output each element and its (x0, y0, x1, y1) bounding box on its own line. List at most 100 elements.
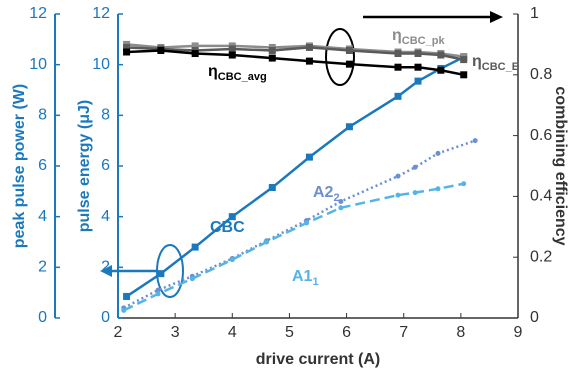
marker (264, 239, 270, 245)
y-tick-label: 4 (38, 208, 47, 225)
series-label: ηCBC_pk (392, 27, 445, 47)
ellipse (325, 28, 355, 86)
series-name: A1 (292, 268, 313, 285)
x-tick-label: 9 (514, 324, 523, 341)
series-name: η (208, 63, 218, 80)
marker (394, 63, 402, 71)
marker (268, 46, 276, 54)
marker (412, 164, 418, 170)
series-subscript: CBC_avg (218, 71, 267, 83)
marker (460, 56, 468, 64)
marker (189, 276, 195, 282)
y-tick-label: 12 (92, 5, 110, 22)
marker (305, 57, 313, 65)
arrow-head (490, 11, 503, 23)
marker (345, 60, 353, 68)
marker (121, 307, 127, 313)
marker (228, 213, 236, 221)
marker (191, 42, 199, 50)
y-axis-label: peak pulse power (W) (11, 84, 28, 248)
marker (338, 198, 344, 204)
series-line (126, 46, 464, 61)
marker (157, 270, 165, 278)
marker (228, 51, 236, 59)
marker (157, 46, 165, 54)
y2-tick-label: 1 (530, 5, 539, 22)
marker (437, 66, 445, 74)
series-name: CBC (210, 219, 245, 236)
y2-tick-label: 0.8 (530, 66, 552, 83)
x-tick-label: 7 (399, 324, 408, 341)
marker (435, 186, 441, 192)
marker (345, 123, 353, 131)
series-subscript: 1 (312, 276, 318, 288)
y-tick-label: 0 (101, 309, 110, 326)
x-tick-label: 4 (228, 324, 237, 341)
y-tick-label: 8 (101, 107, 110, 124)
y-tick-label: 2 (101, 259, 110, 276)
series-label: ηCBC_avg (208, 63, 267, 83)
marker (394, 92, 402, 100)
marker (412, 190, 418, 196)
y2-tick-label: 0.6 (530, 127, 552, 144)
marker (268, 54, 276, 62)
y-tick-label: 10 (29, 56, 47, 73)
y-tick-label: 6 (101, 157, 110, 174)
series-subscript: CBC_pk (402, 35, 446, 47)
marker (304, 220, 310, 226)
series-label: A11 (292, 268, 319, 288)
y2-tick-label: 0 (530, 309, 539, 326)
series-label: CBC (210, 219, 245, 236)
marker (414, 50, 422, 58)
marker (437, 51, 445, 59)
marker (461, 181, 467, 187)
marker (228, 45, 236, 53)
y-tick-label: 2 (38, 259, 47, 276)
series-name: η (472, 53, 482, 70)
series-label: A22 (313, 184, 340, 204)
y-tick-label: 4 (101, 208, 110, 225)
y-tick-label: 10 (92, 56, 110, 73)
marker (268, 184, 276, 192)
marker (305, 153, 313, 161)
marker (123, 43, 131, 51)
y-tick-label: 6 (38, 157, 47, 174)
marker (395, 173, 401, 179)
x-axis-label: drive current (A) (256, 351, 380, 368)
x-tick-label: 6 (342, 324, 351, 341)
marker (338, 205, 344, 211)
marker (435, 150, 441, 156)
marker (191, 50, 199, 58)
y2-axis-label: combining efficiency (552, 86, 569, 245)
y2-tick-label: 0.4 (530, 188, 552, 205)
y-axis-label: pulse energy (μJ) (76, 100, 93, 233)
arrow-head (100, 265, 112, 277)
marker (155, 291, 161, 297)
series-subscript: 2 (333, 192, 339, 204)
y2-tick-label: 0.2 (530, 248, 552, 265)
marker (472, 138, 478, 144)
marker (123, 292, 131, 300)
marker (155, 287, 161, 293)
x-tick-label: 2 (114, 324, 123, 341)
marker (229, 257, 235, 263)
y-tick-label: 12 (29, 5, 47, 22)
marker (305, 43, 313, 51)
marker (345, 46, 353, 54)
marker (191, 243, 199, 251)
y-tick-label: 8 (38, 107, 47, 124)
marker (123, 48, 131, 56)
y-tick-label: 0 (38, 309, 47, 326)
marker (460, 71, 468, 79)
series-name: A2 (313, 184, 334, 201)
x-tick-label: 3 (171, 324, 180, 341)
marker (414, 63, 422, 71)
series-label: ηCBC_E (472, 53, 519, 73)
series-name: η (392, 27, 402, 44)
x-tick-label: 8 (456, 324, 465, 341)
marker (414, 77, 422, 85)
marker (394, 50, 402, 58)
marker (395, 192, 401, 198)
x-tick-label: 5 (285, 324, 294, 341)
